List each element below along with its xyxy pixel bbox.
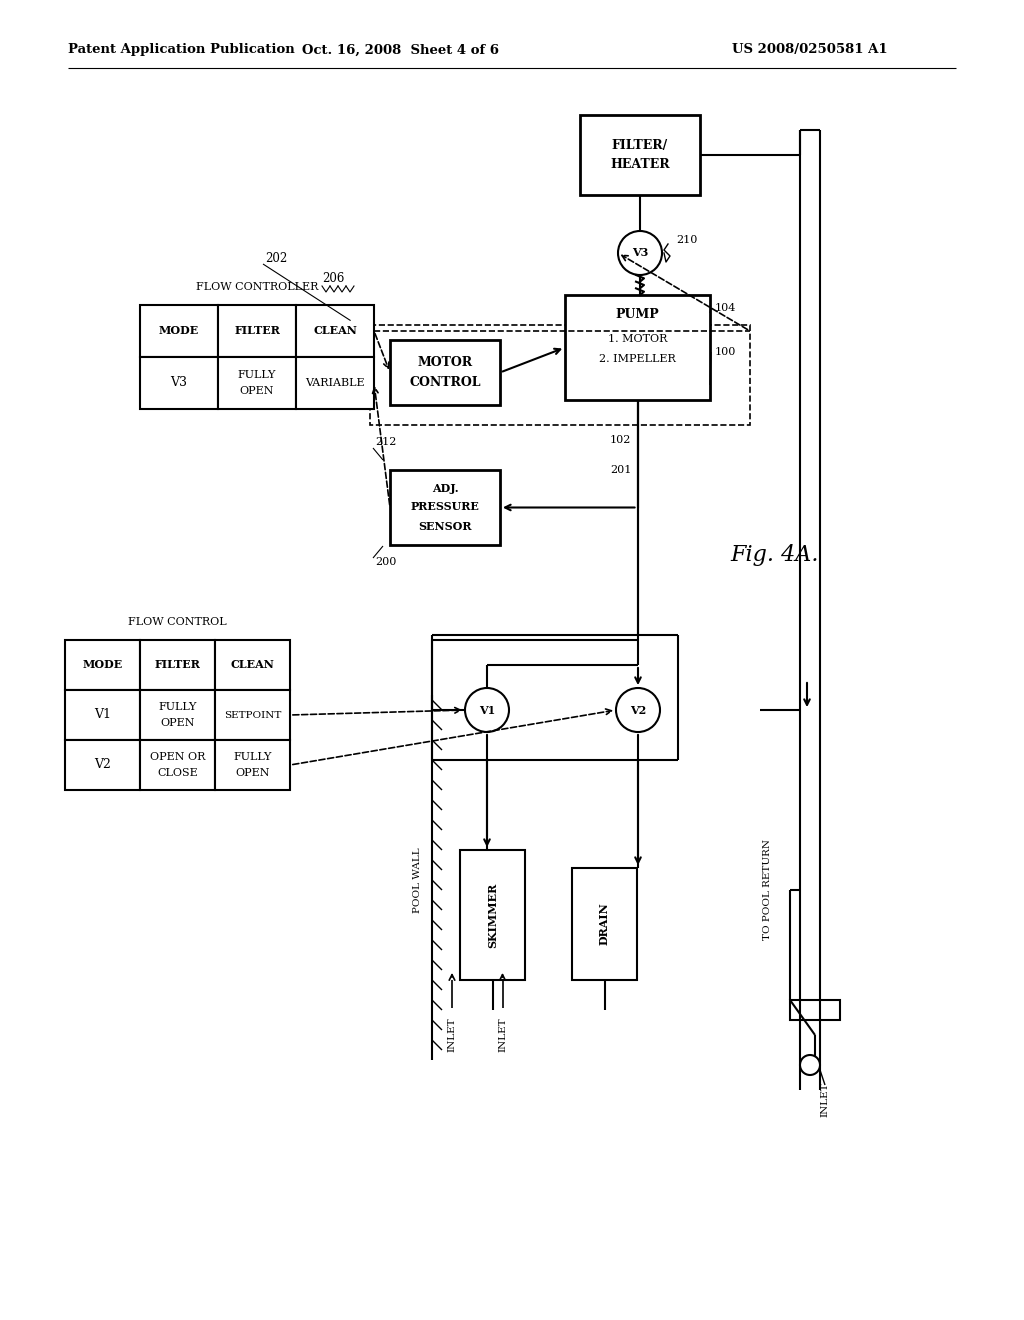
Bar bbox=[296, 356, 374, 409]
Text: 102: 102 bbox=[610, 436, 632, 445]
Text: 206: 206 bbox=[322, 272, 344, 285]
Text: PRESSURE: PRESSURE bbox=[411, 502, 479, 512]
Bar bbox=[460, 850, 525, 979]
Text: FLOW CONTROL: FLOW CONTROL bbox=[128, 616, 226, 627]
Bar bbox=[296, 305, 374, 356]
Text: TO POOL RETURN: TO POOL RETURN bbox=[764, 840, 772, 940]
Text: OPEN: OPEN bbox=[240, 385, 274, 396]
Text: Oct. 16, 2008  Sheet 4 of 6: Oct. 16, 2008 Sheet 4 of 6 bbox=[301, 44, 499, 57]
Bar bbox=[140, 741, 215, 789]
Text: INLET: INLET bbox=[498, 1018, 507, 1052]
Text: FILTER/: FILTER/ bbox=[612, 139, 668, 152]
Text: INLET: INLET bbox=[447, 1018, 457, 1052]
Text: FLOW CONTROLLER: FLOW CONTROLLER bbox=[196, 282, 318, 292]
Text: V2: V2 bbox=[94, 759, 111, 771]
Text: 212: 212 bbox=[375, 437, 396, 447]
Text: CLEAN: CLEAN bbox=[230, 660, 274, 671]
Text: 2. IMPELLER: 2. IMPELLER bbox=[599, 354, 676, 364]
Text: SETPOINT: SETPOINT bbox=[224, 710, 282, 719]
Text: V1: V1 bbox=[479, 705, 496, 715]
Bar bbox=[65, 741, 140, 789]
Text: V3: V3 bbox=[632, 248, 648, 259]
Bar bbox=[140, 640, 215, 690]
Text: V2: V2 bbox=[630, 705, 646, 715]
Text: Patent Application Publication: Patent Application Publication bbox=[68, 44, 295, 57]
Text: HEATER: HEATER bbox=[610, 158, 670, 172]
Text: FULLY: FULLY bbox=[159, 702, 197, 711]
Text: OPEN OR: OPEN OR bbox=[150, 752, 205, 762]
Text: 100: 100 bbox=[715, 347, 736, 356]
Text: V3: V3 bbox=[171, 376, 187, 389]
Bar bbox=[65, 690, 140, 741]
Text: MOTOR: MOTOR bbox=[418, 356, 472, 370]
Text: FULLY: FULLY bbox=[233, 752, 271, 762]
Text: V1: V1 bbox=[94, 709, 111, 722]
Text: MODE: MODE bbox=[159, 326, 199, 337]
Text: CONTROL: CONTROL bbox=[410, 376, 480, 389]
Bar bbox=[140, 690, 215, 741]
Text: Fig. 4A.: Fig. 4A. bbox=[730, 544, 818, 566]
Text: VARIABLE: VARIABLE bbox=[305, 378, 365, 388]
Circle shape bbox=[618, 231, 662, 275]
Text: OPEN: OPEN bbox=[236, 768, 269, 777]
Text: MODE: MODE bbox=[82, 660, 123, 671]
Text: FULLY: FULLY bbox=[238, 370, 276, 380]
Text: POOL WALL: POOL WALL bbox=[414, 847, 423, 913]
Text: PUMP: PUMP bbox=[615, 309, 659, 322]
Bar bbox=[140, 356, 218, 409]
Text: 200: 200 bbox=[375, 557, 396, 568]
Text: 104: 104 bbox=[715, 304, 736, 313]
Bar bbox=[65, 640, 140, 690]
Bar bbox=[140, 305, 218, 356]
Text: DRAIN: DRAIN bbox=[599, 903, 610, 945]
Circle shape bbox=[465, 688, 509, 733]
Text: 201: 201 bbox=[610, 465, 632, 475]
Circle shape bbox=[616, 688, 660, 733]
Text: FILTER: FILTER bbox=[155, 660, 201, 671]
Text: OPEN: OPEN bbox=[160, 718, 195, 729]
Text: FILTER: FILTER bbox=[234, 326, 280, 337]
Text: SENSOR: SENSOR bbox=[418, 520, 472, 532]
Text: CLOSE: CLOSE bbox=[157, 768, 198, 777]
Text: 210: 210 bbox=[676, 235, 697, 246]
Text: SKIMMER: SKIMMER bbox=[487, 882, 498, 948]
Bar bbox=[565, 294, 710, 400]
Bar bbox=[215, 640, 290, 690]
Text: CLEAN: CLEAN bbox=[313, 326, 357, 337]
Bar bbox=[218, 305, 296, 356]
Text: 202: 202 bbox=[265, 252, 288, 264]
Text: INLET: INLET bbox=[820, 1082, 829, 1117]
Bar bbox=[215, 741, 290, 789]
Bar bbox=[218, 356, 296, 409]
Bar bbox=[370, 325, 750, 425]
Bar bbox=[390, 470, 500, 545]
Text: ADJ.: ADJ. bbox=[432, 483, 459, 494]
Bar bbox=[215, 690, 290, 741]
Bar bbox=[390, 341, 500, 405]
Bar bbox=[580, 115, 700, 195]
Bar bbox=[572, 869, 637, 979]
Text: 1. MOTOR: 1. MOTOR bbox=[608, 334, 668, 345]
Bar bbox=[790, 1001, 840, 1020]
Circle shape bbox=[800, 1055, 820, 1074]
Text: US 2008/0250581 A1: US 2008/0250581 A1 bbox=[732, 44, 888, 57]
